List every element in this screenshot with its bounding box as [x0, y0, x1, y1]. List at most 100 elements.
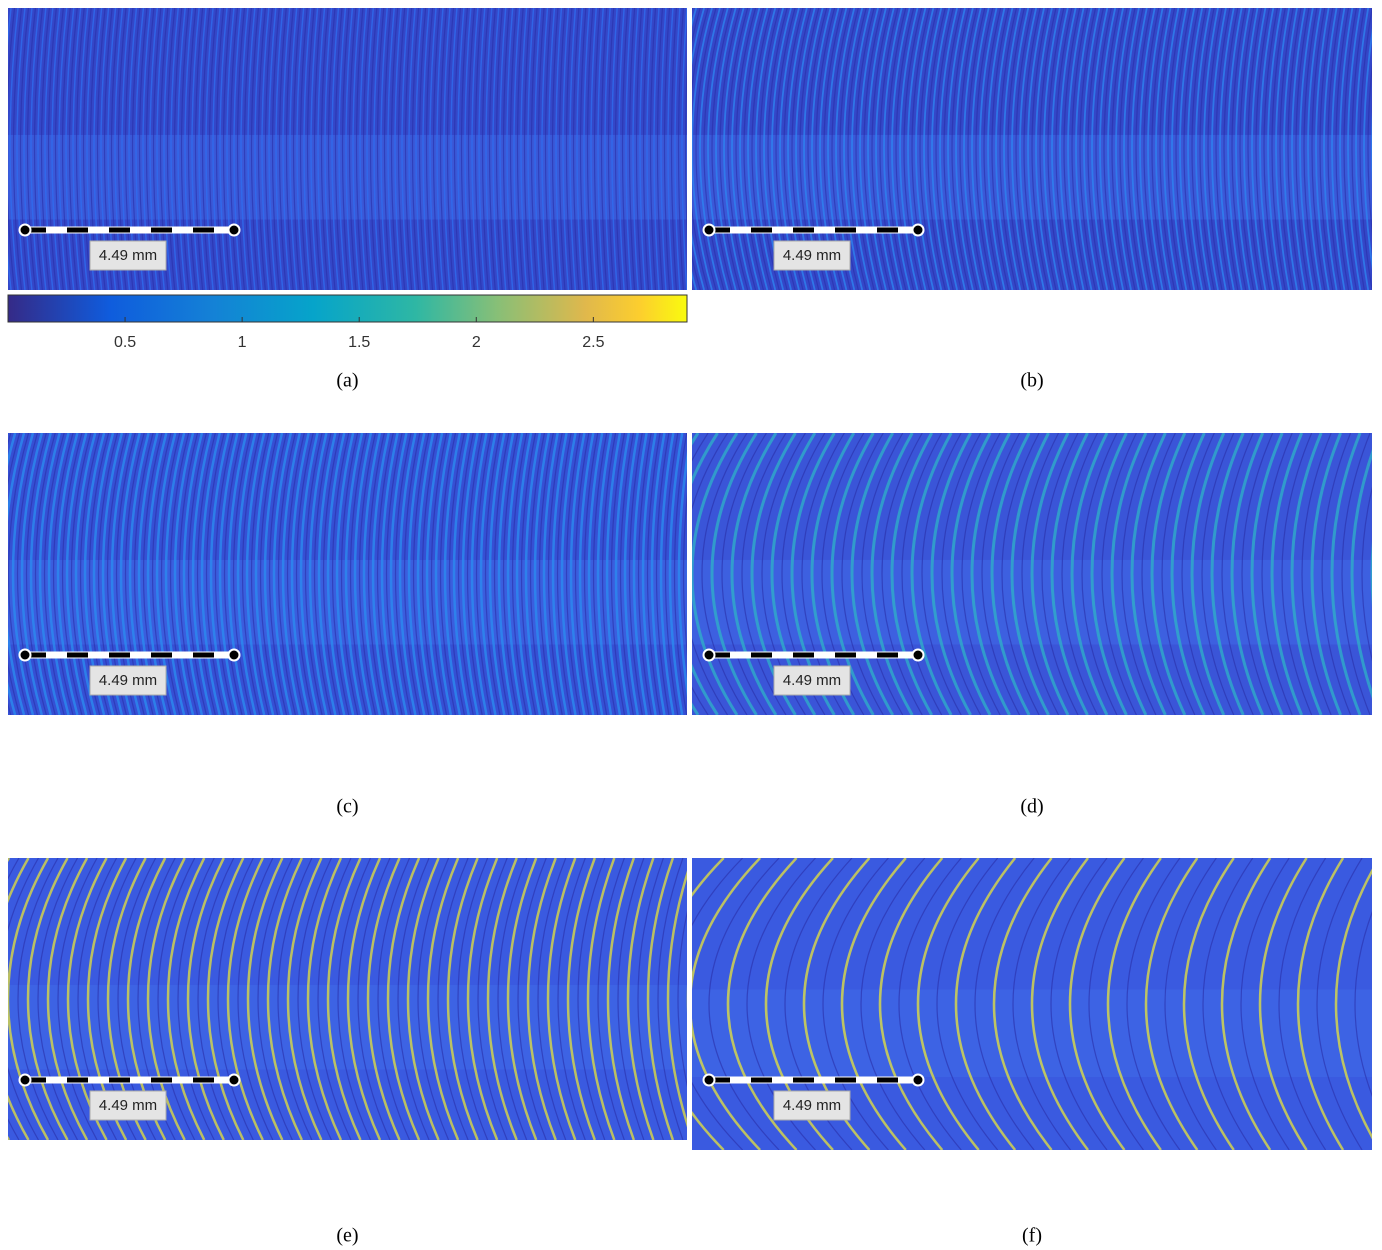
stripe [394, 8, 402, 290]
stripe-dark [863, 8, 883, 290]
stripe [436, 8, 444, 290]
stripe [618, 8, 625, 290]
stripe [1290, 433, 1323, 715]
stripe [466, 858, 499, 1140]
stripe [275, 8, 284, 290]
stripe-dark [822, 858, 889, 1150]
stripe-dark [237, 858, 274, 1140]
stripe-dark [1095, 8, 1112, 290]
stripe-dark [1287, 8, 1302, 290]
stripe-dark [1079, 8, 1097, 290]
stripe-dark [509, 8, 517, 290]
stripe-dark [1351, 8, 1365, 290]
stripe-dark [692, 8, 709, 290]
stripe-dark [642, 8, 650, 290]
stripe-dark [1081, 433, 1118, 715]
stripe-dark [166, 8, 176, 290]
stripe-dark [268, 433, 288, 715]
stripe [272, 433, 293, 715]
stripe-dark [600, 8, 608, 290]
stripe [282, 8, 291, 290]
scale-end [227, 648, 241, 662]
stripe [335, 433, 355, 715]
stripe [434, 433, 453, 715]
stripe-dark [475, 433, 492, 715]
stripe-dark [646, 433, 661, 715]
stripe-dark [377, 858, 411, 1140]
stripe-dark [453, 8, 462, 290]
stripe-dark [484, 433, 501, 715]
stripe-dark [663, 8, 671, 290]
stripe [875, 8, 895, 290]
stripe-dark [719, 8, 741, 290]
stripe [586, 858, 616, 1140]
stripe-dark [337, 858, 372, 1140]
stripe [245, 433, 266, 715]
stripe-dark [855, 8, 875, 290]
stripe-dark [383, 8, 392, 290]
stripe [840, 858, 907, 1150]
stripe [1187, 8, 1204, 290]
stripe [883, 8, 903, 290]
stripe [1050, 433, 1089, 715]
stripe [209, 433, 230, 715]
stripe-dark [1055, 8, 1073, 290]
stripe [9, 8, 19, 290]
stripe-dark [404, 8, 413, 290]
scale-end [18, 648, 32, 662]
stripe [443, 8, 451, 290]
stripe [931, 8, 951, 290]
stripe [596, 433, 613, 715]
stripe-dark [1167, 8, 1184, 290]
stripe [299, 433, 319, 715]
stripe-dark [759, 8, 780, 290]
stripe-dark [1015, 8, 1033, 290]
stripe [344, 433, 364, 715]
stripe-dark [264, 8, 273, 290]
stripe [1147, 8, 1164, 290]
stripe-dark [292, 8, 301, 290]
stripe [726, 858, 798, 1150]
stripe [1270, 433, 1304, 715]
stripe-dark [357, 858, 391, 1140]
stripe-dark [991, 8, 1010, 290]
scale-label: 4.49 mm [783, 1097, 841, 1114]
stripe-dark [1247, 8, 1263, 290]
stripe-dark [974, 858, 1035, 1150]
stripe-dark [340, 433, 359, 715]
stripe [346, 858, 382, 1140]
stripe [233, 8, 242, 290]
stripe-dark [538, 433, 554, 715]
stripe-dark [1183, 8, 1199, 290]
stripe [747, 8, 769, 290]
stripe [891, 8, 911, 290]
stripe [1011, 8, 1030, 290]
stripe [226, 8, 235, 290]
surface-image: 4.49 mm [8, 858, 687, 1140]
stripe [587, 433, 604, 715]
stripe [352, 8, 361, 290]
stripe-dark [223, 433, 243, 715]
stripe [1170, 433, 1206, 715]
stripe-dark [457, 433, 474, 715]
stripe [497, 433, 515, 715]
scale-end [702, 1073, 716, 1087]
stripe-dark [397, 858, 430, 1140]
stripe [731, 8, 753, 290]
stripe-dark [8, 8, 9, 290]
stripe [173, 433, 195, 715]
stripe-dark [1175, 8, 1191, 290]
stripe-dark [961, 433, 1001, 715]
stripe [1258, 858, 1308, 1150]
stripe [1363, 28, 1372, 270]
stripe-dark [621, 8, 629, 290]
stripe [247, 8, 256, 290]
stripe [254, 433, 275, 715]
stripe-dark [593, 8, 601, 290]
stripe-dark [259, 433, 279, 715]
stripe [1083, 8, 1101, 290]
stripe [326, 433, 346, 715]
stripe [345, 8, 354, 290]
panel-label: (f) [1022, 1225, 1042, 1247]
stripe [281, 433, 301, 715]
